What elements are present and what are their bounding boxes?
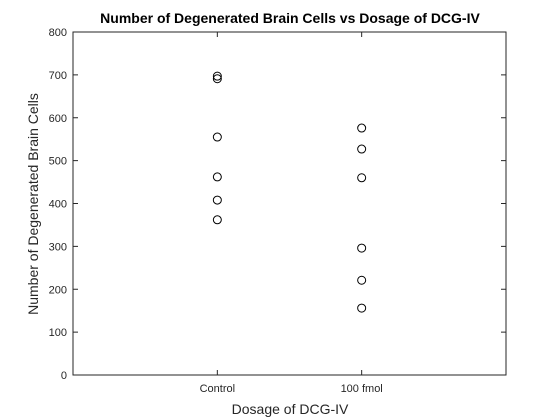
x-tick-label: Control xyxy=(200,383,235,395)
y-axis: 0 100 200 300 400 500 600 700 800 xyxy=(49,27,506,382)
data-point xyxy=(357,303,367,313)
data-point xyxy=(357,275,367,285)
y-tick-label: 500 xyxy=(49,156,67,168)
y-tick-label: 0 xyxy=(61,370,67,382)
data-points xyxy=(212,71,367,313)
y-tick-label: 700 xyxy=(49,70,67,82)
y-tick-label: 400 xyxy=(49,199,67,211)
y-tick-label: 800 xyxy=(49,27,67,39)
y-tick-label: 300 xyxy=(49,241,67,253)
data-point xyxy=(357,243,367,253)
y-tick-label: 100 xyxy=(49,327,67,339)
x-axis-label: Dosage of DCG-IV xyxy=(232,401,349,417)
x-tick-label: 100 fmol xyxy=(341,383,383,395)
data-point xyxy=(212,132,222,142)
y-axis-label: Number of Degenerated Brain Cells xyxy=(25,93,41,315)
y-tick-label: 200 xyxy=(49,284,67,296)
data-point xyxy=(212,71,222,81)
data-point xyxy=(212,215,222,225)
plot-area xyxy=(72,31,507,376)
data-point xyxy=(212,195,222,205)
data-point xyxy=(212,172,222,182)
x-axis: Control 100 fmol xyxy=(200,32,383,395)
data-point xyxy=(357,173,367,183)
data-point xyxy=(357,123,367,133)
chart-title: Number of Degenerated Brain Cells vs Dos… xyxy=(100,10,480,26)
data-point xyxy=(212,74,222,84)
y-tick-label: 600 xyxy=(49,113,67,125)
data-point xyxy=(357,144,367,154)
